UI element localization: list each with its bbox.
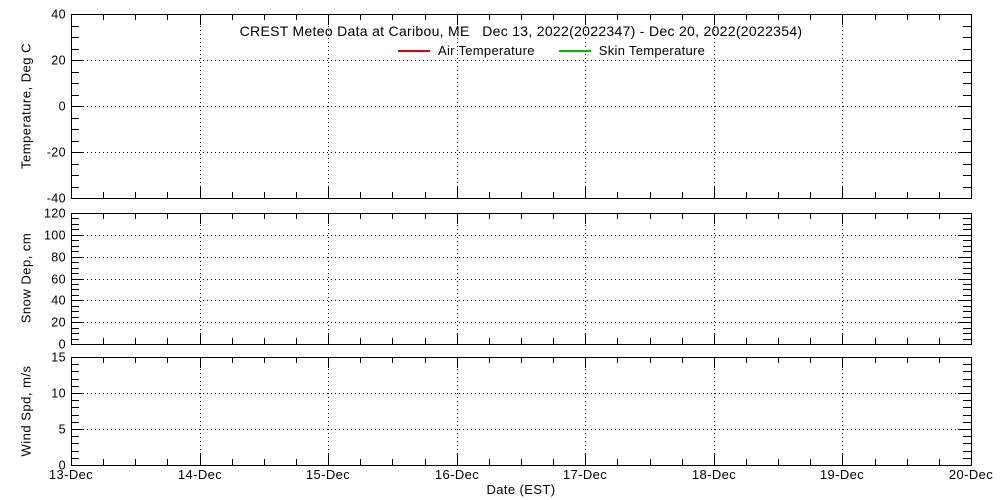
y-axis-title-temperature: Temperature, Deg C (18, 42, 34, 170)
legend-label-skin-temperature: Skin Temperature (598, 43, 706, 58)
svg-text:5: 5 (59, 423, 66, 437)
svg-text:19-Dec: 19-Dec (820, 467, 864, 482)
svg-text:0: 0 (59, 338, 66, 352)
svg-text:14-Dec: 14-Dec (178, 467, 222, 482)
svg-text:13-Dec: 13-Dec (49, 467, 93, 482)
y-axis-title-wind-speed: Wind Spd, m/s (18, 365, 34, 457)
svg-text:15: 15 (51, 351, 66, 365)
air-temperature-line-swatch (398, 49, 430, 52)
x-axis-title: Date (EST) (486, 482, 556, 497)
svg-text:18-Dec: 18-Dec (692, 467, 736, 482)
svg-text:40: 40 (51, 294, 66, 308)
svg-text:-40: -40 (47, 192, 66, 206)
svg-text:15-Dec: 15-Dec (306, 467, 350, 482)
svg-text:0: 0 (59, 100, 66, 114)
svg-text:40: 40 (51, 8, 66, 22)
svg-text:60: 60 (51, 273, 66, 287)
legend-item-air-temperature: Air Temperature (398, 43, 535, 58)
svg-text:20-Dec: 20-Dec (949, 467, 993, 482)
svg-text:10: 10 (51, 387, 66, 401)
chart-legend: Air Temperature Skin Temperature (398, 43, 729, 58)
svg-text:20: 20 (51, 54, 66, 68)
skin-temperature-line-swatch (558, 49, 591, 52)
svg-text:120: 120 (44, 207, 66, 221)
svg-text:20: 20 (51, 316, 66, 330)
svg-text:17-Dec: 17-Dec (563, 467, 607, 482)
chart-title: CREST Meteo Data at Caribou, ME Dec 13, … (239, 23, 803, 39)
legend-label-air-temperature: Air Temperature (438, 43, 535, 58)
legend-item-skin-temperature: Skin Temperature (558, 43, 706, 58)
svg-text:100: 100 (44, 229, 66, 243)
svg-text:80: 80 (51, 251, 66, 265)
svg-text:16-Dec: 16-Dec (435, 467, 479, 482)
svg-text:0: 0 (59, 459, 66, 473)
y-axis-title-snow-depth: Snow Dep, cm (18, 232, 34, 324)
svg-text:-20: -20 (47, 146, 66, 160)
